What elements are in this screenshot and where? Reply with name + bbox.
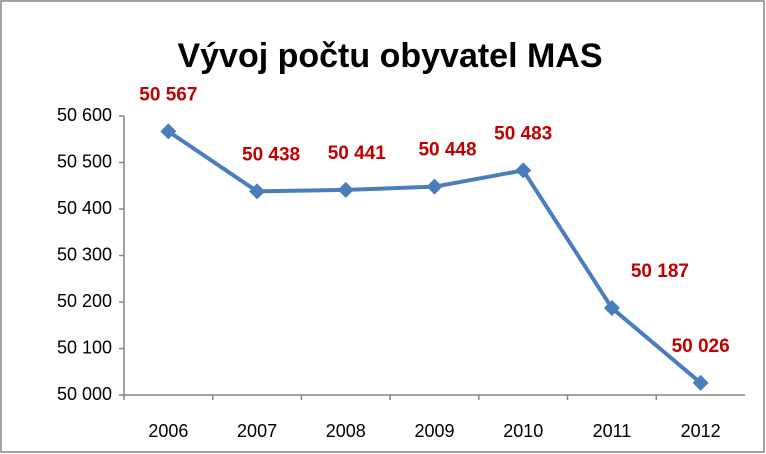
x-tick-label: 2008 [326,421,366,441]
data-label: 50 483 [494,123,552,144]
y-tick-label: 50 100 [57,337,112,357]
x-tick-label: 2011 [593,421,632,441]
x-tick-label: 2012 [681,421,721,441]
marker [426,178,443,195]
data-label: 50 026 [672,336,730,357]
y-tick-label: 50 000 [57,384,112,404]
data-label: 50 187 [631,261,689,282]
data-label: 50 438 [242,144,300,165]
marker [515,162,532,179]
x-tick-label: 2009 [414,421,454,441]
marker [692,374,709,391]
chart-title: Vývoj počtu obyvatel MAS [177,37,602,75]
data-label: 50 567 [139,84,197,105]
y-tick-label: 50 400 [57,198,112,218]
x-tick-label: 2006 [148,421,188,441]
marker [249,183,266,200]
x-tick-label: 2010 [503,421,543,441]
marker [603,300,620,317]
marker [337,181,354,198]
y-tick-label: 50 600 [57,105,112,125]
y-tick-label: 50 200 [57,291,112,311]
marker [160,123,177,140]
data-label: 50 448 [418,140,476,161]
y-tick-label: 50 500 [57,151,112,171]
y-tick-label: 50 300 [57,244,112,264]
data-label: 50 441 [328,143,387,164]
x-tick-label: 2007 [237,421,277,441]
